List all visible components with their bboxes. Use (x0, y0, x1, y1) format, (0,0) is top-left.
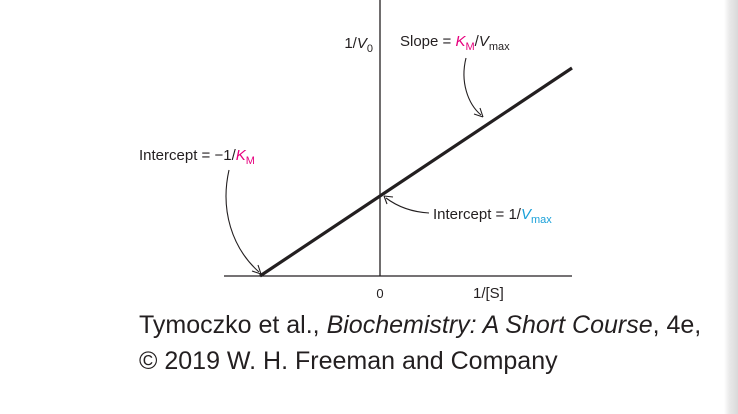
source-caption: Tymoczko et al., Biochemistry: A Short C… (139, 311, 702, 375)
y-axis-label: 1/V0 (344, 35, 373, 55)
series-line (259, 66, 573, 278)
slope-arrowhead (473, 107, 484, 118)
x-intercept-arrow (225, 169, 260, 273)
x-tick-label: 0 (376, 286, 383, 301)
x-intercept-annotation: Intercept = −1/KM (139, 147, 255, 167)
x-intercept-arrowhead (251, 264, 262, 275)
book-title: Biochemistry: A Short Course (326, 311, 653, 339)
y-intercept-arrowhead (383, 195, 394, 205)
y-intercept-annotation: Intercept = 1/Vmax (433, 206, 552, 226)
y-intercept-arrow (385, 197, 430, 214)
slope-arrow (463, 57, 482, 116)
x-axis-label: 1/[S] (473, 285, 504, 302)
slope-annotation: Slope = KM/Vmax (400, 33, 510, 53)
window-edge-shadow (724, 0, 738, 414)
